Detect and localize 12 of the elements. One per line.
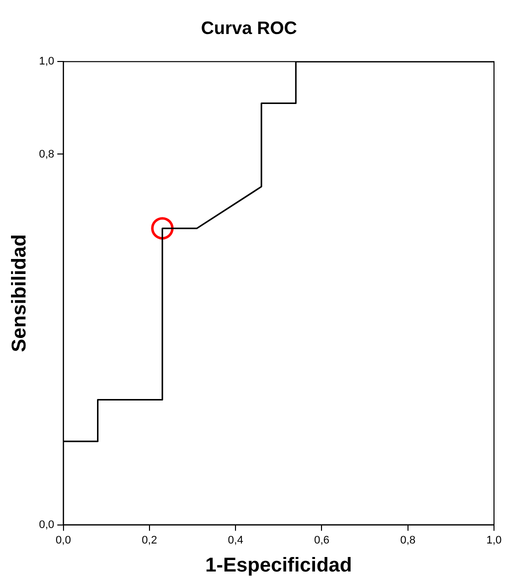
x-tick-label: 0,0 — [56, 534, 71, 546]
x-axis-title: 1-Especificidad — [205, 554, 352, 577]
x-tick-label: 0,2 — [142, 534, 158, 546]
y-tick-label: 0,8 — [38, 148, 54, 160]
x-tick-label: 0,4 — [228, 534, 244, 546]
x-tick-label: 1,0 — [486, 534, 502, 546]
x-tick-label: 0,8 — [400, 534, 416, 546]
y-tick-label: 0,0 — [38, 518, 54, 531]
chart-title: Curva ROC — [200, 18, 298, 38]
x-tick-label: 0,6 — [314, 534, 330, 546]
y-axis-title: Sensibilidad — [8, 234, 31, 352]
y-tick-label: 1,0 — [38, 56, 54, 68]
